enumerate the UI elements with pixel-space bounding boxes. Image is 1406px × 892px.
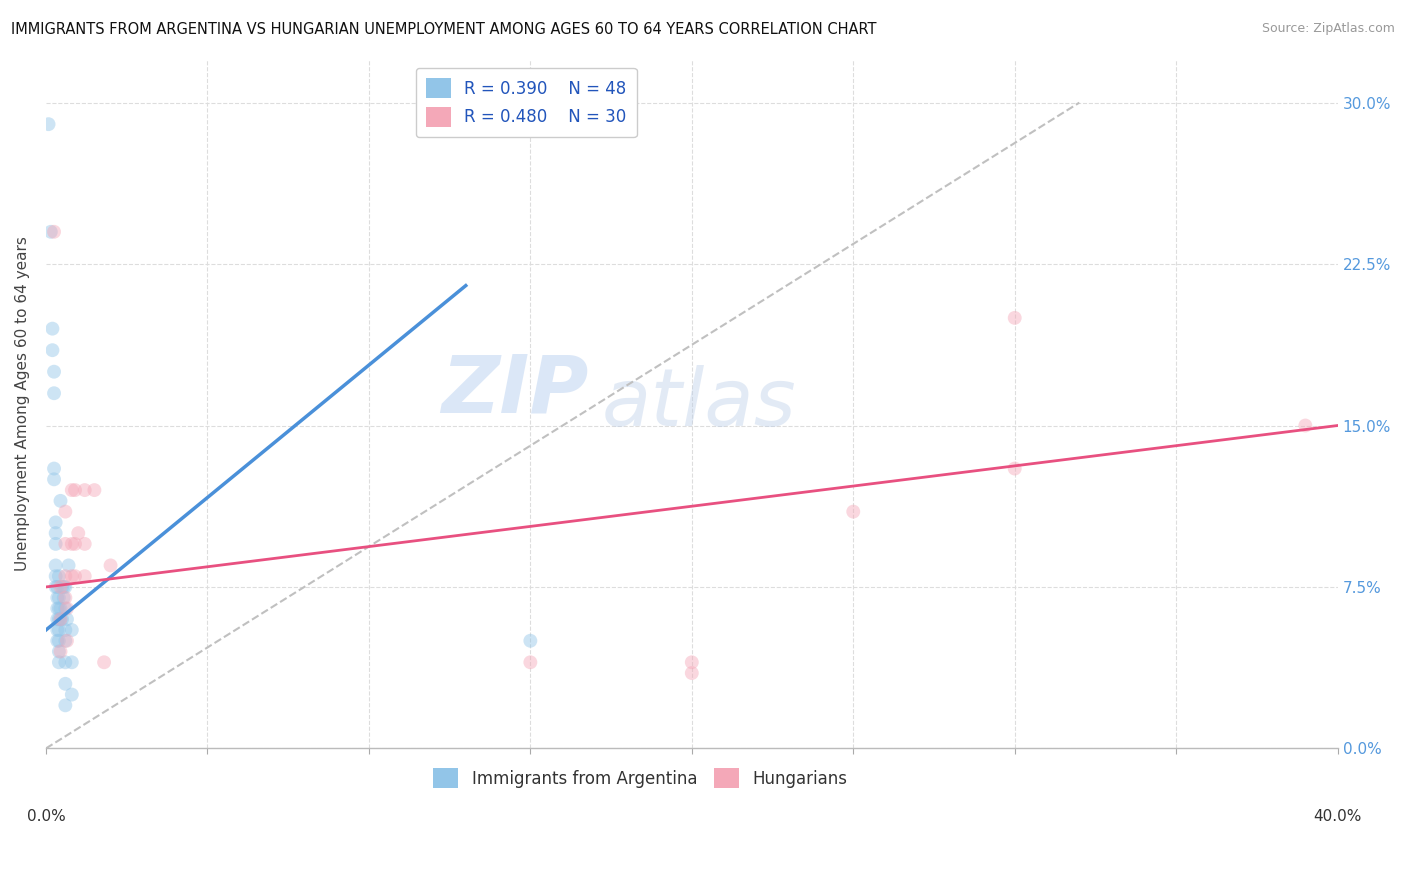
Point — [45, 558, 67, 573]
Point — [46, 591, 69, 605]
Point — [51, 580, 73, 594]
Point — [53, 601, 76, 615]
Point — [45, 580, 67, 594]
Point — [1004, 310, 1026, 325]
Point — [681, 655, 703, 669]
Text: IMMIGRANTS FROM ARGENTINA VS HUNGARIAN UNEMPLOYMENT AMONG AGES 60 TO 64 YEARS CO: IMMIGRANTS FROM ARGENTINA VS HUNGARIAN U… — [11, 22, 877, 37]
Point — [63, 569, 86, 583]
Point — [53, 698, 76, 713]
Point — [83, 483, 105, 497]
Point — [46, 633, 69, 648]
Point — [45, 537, 67, 551]
Point — [53, 677, 76, 691]
Point — [53, 633, 76, 648]
Point — [45, 516, 67, 530]
Text: atlas: atlas — [602, 365, 796, 443]
Point — [49, 612, 72, 626]
Point — [1294, 418, 1316, 433]
Point — [73, 569, 96, 583]
Point — [49, 612, 72, 626]
Text: ZIP: ZIP — [441, 351, 589, 429]
Point — [39, 225, 62, 239]
Point — [46, 623, 69, 637]
Point — [519, 633, 541, 648]
Point — [49, 493, 72, 508]
Point — [100, 558, 122, 573]
Y-axis label: Unemployment Among Ages 60 to 64 years: Unemployment Among Ages 60 to 64 years — [15, 236, 30, 572]
Point — [60, 655, 83, 669]
Point — [52, 591, 75, 605]
Point — [45, 526, 67, 541]
Point — [93, 655, 115, 669]
Point — [58, 558, 80, 573]
Point — [53, 623, 76, 637]
Point — [681, 666, 703, 681]
Point — [67, 526, 90, 541]
Point — [73, 483, 96, 497]
Point — [48, 644, 70, 658]
Point — [56, 601, 79, 615]
Point — [63, 537, 86, 551]
Point — [53, 655, 76, 669]
Point — [53, 537, 76, 551]
Point — [53, 569, 76, 583]
Point — [45, 569, 67, 583]
Point — [46, 580, 69, 594]
Point — [38, 117, 60, 131]
Point — [1004, 461, 1026, 475]
Point — [60, 537, 83, 551]
Point — [42, 365, 65, 379]
Point — [53, 505, 76, 519]
Legend: Immigrants from Argentina, Hungarians: Immigrants from Argentina, Hungarians — [426, 762, 853, 795]
Point — [48, 633, 70, 648]
Point — [41, 343, 63, 358]
Point — [519, 655, 541, 669]
Point — [48, 569, 70, 583]
Text: 0.0%: 0.0% — [27, 809, 65, 823]
Point — [42, 386, 65, 401]
Point — [49, 580, 72, 594]
Text: Source: ZipAtlas.com: Source: ZipAtlas.com — [1261, 22, 1395, 36]
Point — [49, 601, 72, 615]
Point — [52, 580, 75, 594]
Point — [53, 591, 76, 605]
Point — [42, 225, 65, 239]
Point — [48, 655, 70, 669]
Point — [53, 580, 76, 594]
Point — [48, 601, 70, 615]
Point — [842, 505, 865, 519]
Point — [48, 591, 70, 605]
Point — [49, 644, 72, 658]
Text: 40.0%: 40.0% — [1313, 809, 1362, 823]
Point — [60, 569, 83, 583]
Point — [42, 472, 65, 486]
Point — [60, 623, 83, 637]
Point — [48, 612, 70, 626]
Point — [46, 601, 69, 615]
Point — [46, 612, 69, 626]
Point — [73, 537, 96, 551]
Point — [56, 612, 79, 626]
Point — [63, 483, 86, 497]
Point — [56, 633, 79, 648]
Point — [51, 612, 73, 626]
Point — [42, 461, 65, 475]
Point — [41, 321, 63, 335]
Point — [60, 483, 83, 497]
Point — [48, 623, 70, 637]
Point — [60, 688, 83, 702]
